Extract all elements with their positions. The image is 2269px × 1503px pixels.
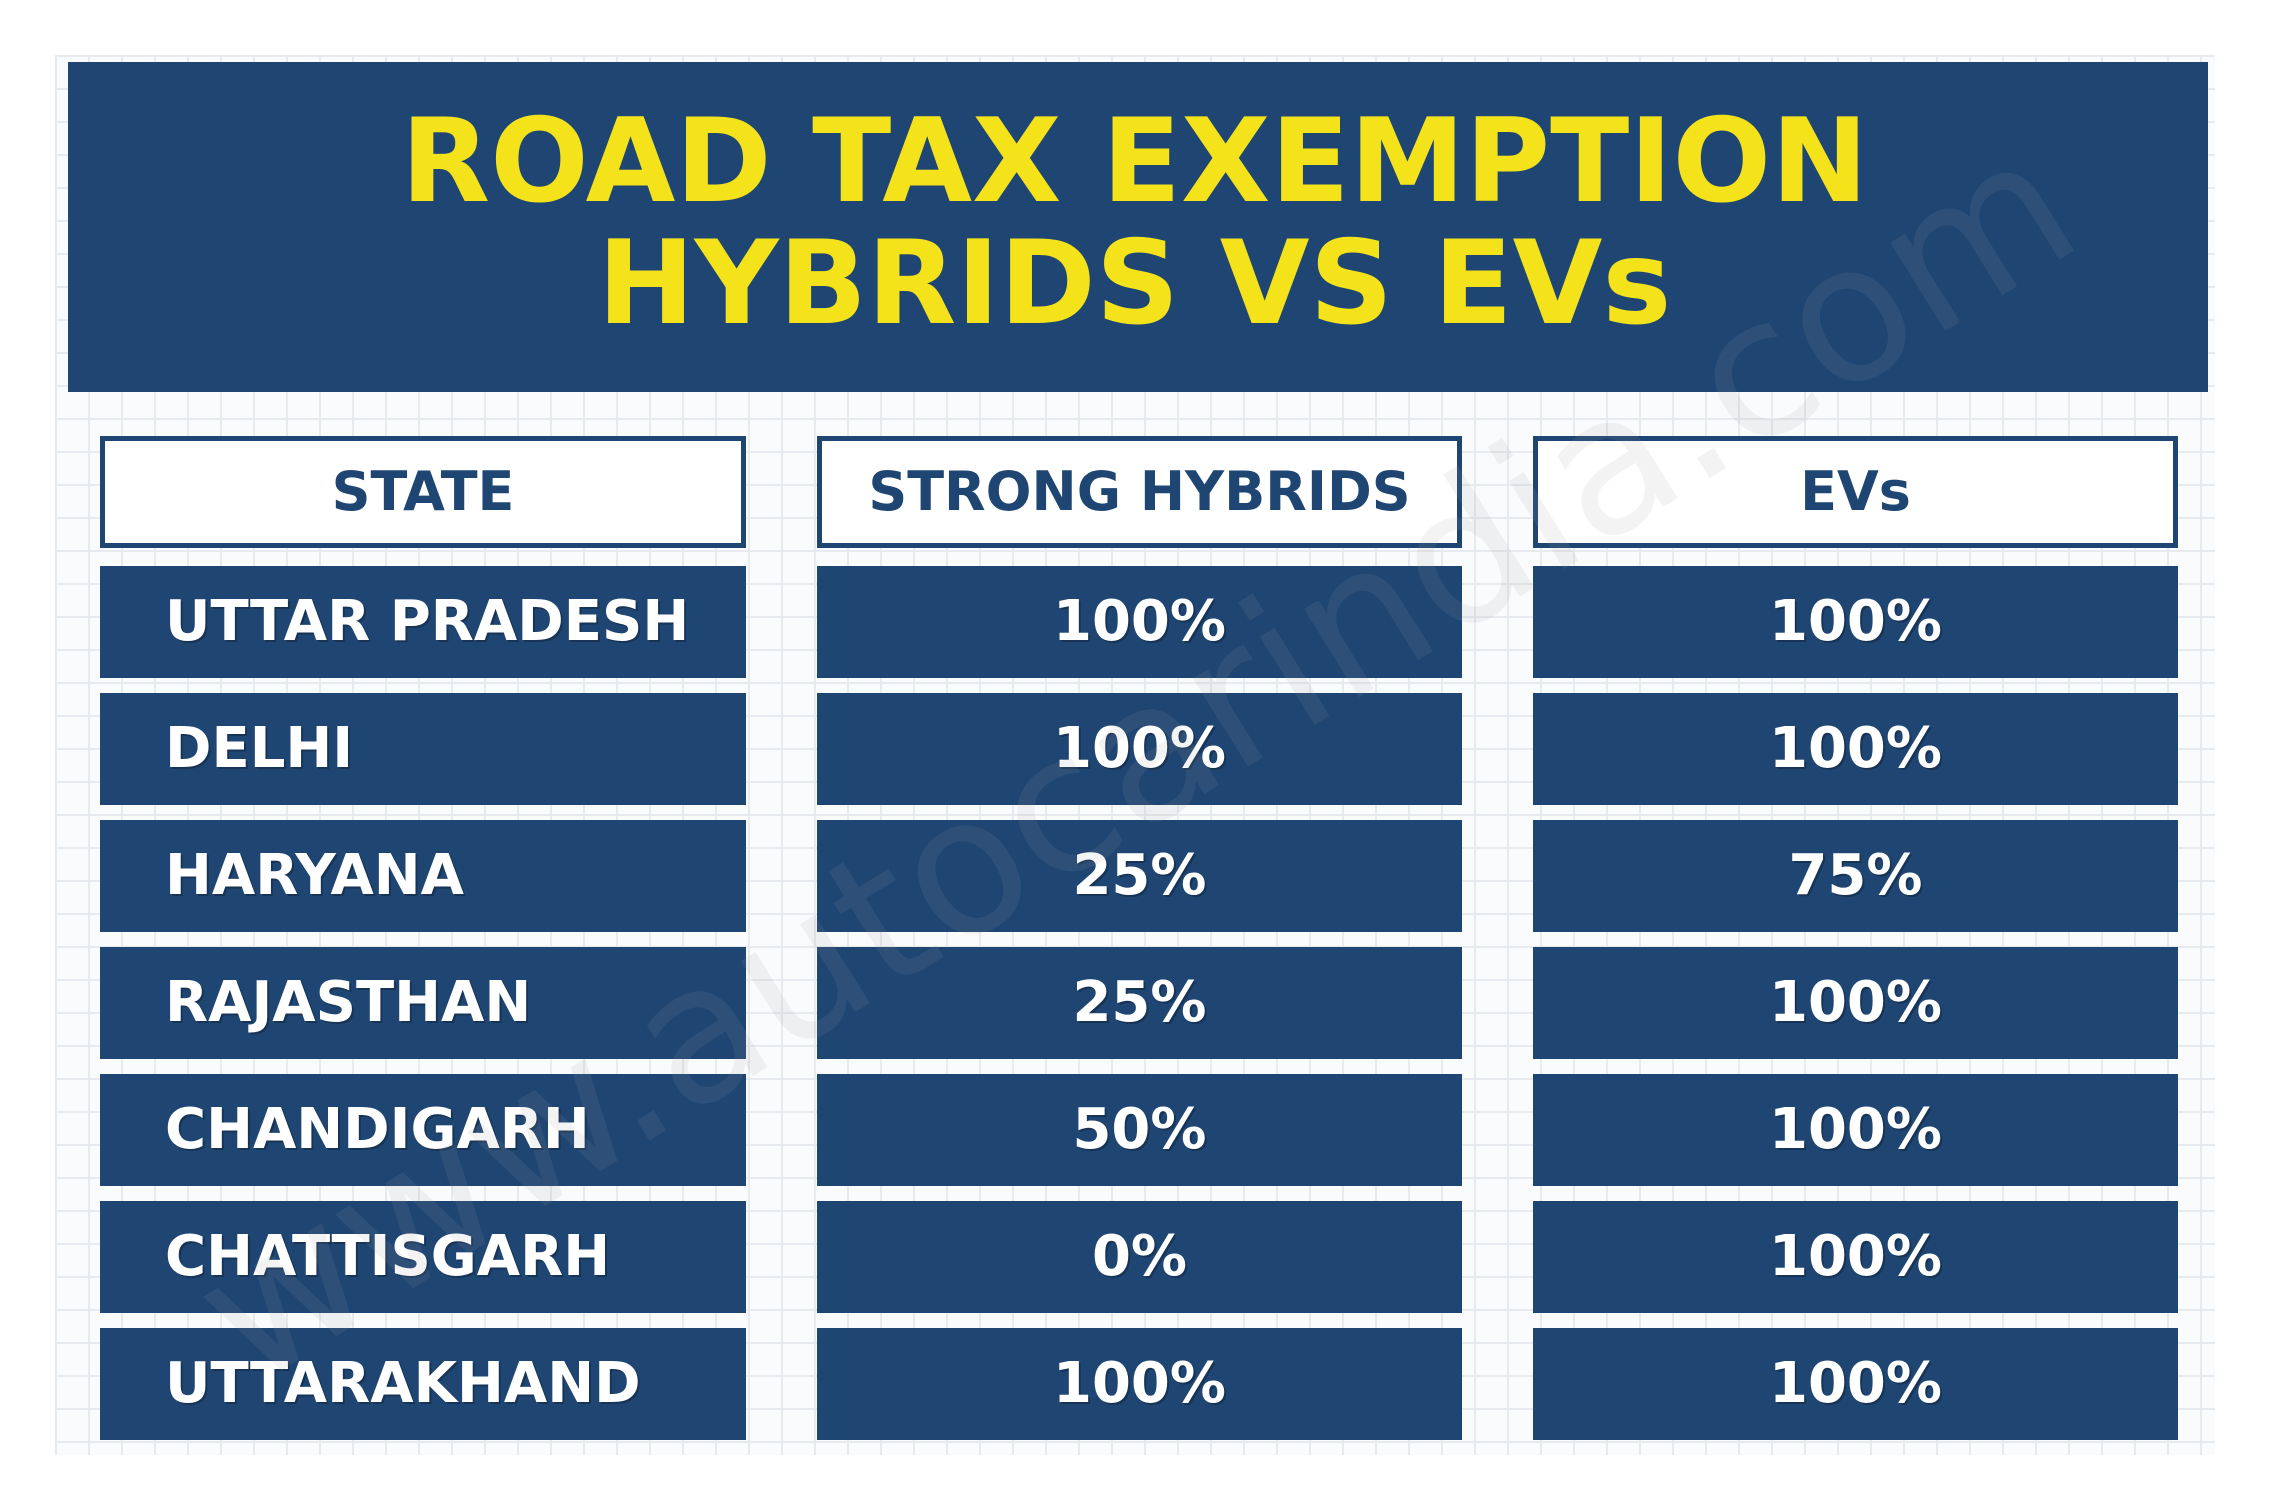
cell-evs: 100%	[1533, 947, 2178, 1059]
cell-state: DELHI	[100, 693, 746, 805]
cell-state: CHANDIGARH	[100, 1074, 746, 1186]
cell-state: CHATTISGARH	[100, 1201, 746, 1313]
title-banner	[68, 62, 2208, 392]
cell-state: HARYANA	[100, 820, 746, 932]
cell-strong-hybrids: 25%	[817, 820, 1462, 932]
cell-strong-hybrids: 100%	[817, 566, 1462, 678]
cell-evs: 100%	[1533, 566, 2178, 678]
cell-state: UTTARAKHAND	[100, 1328, 746, 1440]
cell-evs: 75%	[1533, 820, 2178, 932]
cell-strong-hybrids: 100%	[817, 693, 1462, 805]
cell-evs: 100%	[1533, 1074, 2178, 1186]
cell-strong-hybrids: 0%	[817, 1201, 1462, 1313]
cell-evs: 100%	[1533, 1201, 2178, 1313]
cell-strong-hybrids: 100%	[817, 1328, 1462, 1440]
cell-state: RAJASTHAN	[100, 947, 746, 1059]
title-line-2: HYBRIDS VS EVs	[597, 216, 1672, 351]
cell-evs: 100%	[1533, 1328, 2178, 1440]
cell-evs: 100%	[1533, 693, 2178, 805]
cell-state: UTTAR PRADESH	[100, 566, 746, 678]
cell-strong-hybrids: 50%	[817, 1074, 1462, 1186]
header-strong-hybrids: STRONG HYBRIDS	[817, 436, 1462, 548]
title-line-1: ROAD TAX EXEMPTION	[400, 94, 1869, 229]
cell-strong-hybrids: 25%	[817, 947, 1462, 1059]
header-evs: EVs	[1533, 436, 2178, 548]
header-state: STATE	[100, 436, 746, 548]
